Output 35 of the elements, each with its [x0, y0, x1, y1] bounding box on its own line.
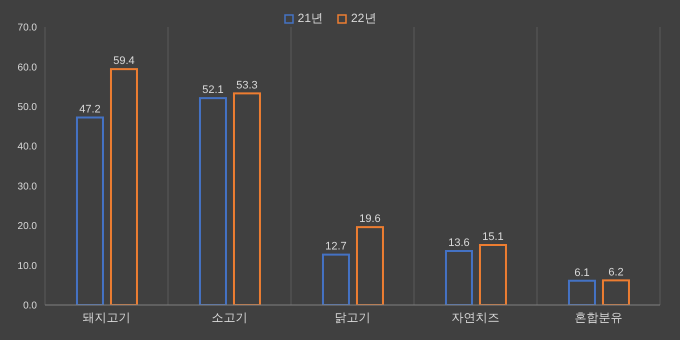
bar: [232, 92, 261, 305]
data-label: 6.1: [574, 266, 590, 279]
bar: [110, 68, 138, 305]
bar: [356, 226, 384, 305]
y-tick-label: 10.0: [18, 260, 38, 272]
bar: [76, 116, 104, 305]
data-label: 12.7: [325, 240, 347, 253]
data-label: 19.6: [359, 213, 381, 226]
data-label: 6.2: [608, 266, 624, 278]
y-tick-label: 0.0: [23, 300, 38, 312]
data-label: 47.2: [79, 104, 101, 116]
x-tick-label: 혼합분유: [574, 310, 622, 325]
bar: [602, 279, 630, 305]
bar: [322, 254, 350, 305]
data-label: 13.6: [448, 236, 470, 249]
bar: [444, 250, 473, 305]
y-tick-label: 40.0: [18, 142, 38, 153]
data-label: 15.1: [482, 231, 504, 244]
y-tick-label: 70.0: [18, 22, 38, 34]
y-tick-label: 50.0: [18, 102, 38, 113]
x-tick-label: 닭고기: [334, 310, 370, 325]
data-label: 59.4: [113, 55, 135, 68]
y-tick-label: 60.0: [18, 62, 38, 74]
x-tick-label: 돼지고기: [82, 310, 130, 325]
data-label: 52.1: [202, 84, 224, 96]
bar: [198, 97, 227, 305]
y-tick-label: 20.0: [18, 221, 38, 232]
x-tick-label: 소고기: [212, 310, 248, 325]
bar: [478, 244, 507, 305]
x-tick-label: 자연치즈: [452, 310, 500, 325]
data-label: 53.3: [236, 79, 258, 92]
y-tick-label: 30.0: [18, 181, 38, 192]
bar: [568, 280, 596, 305]
legend-label: 22년: [351, 10, 376, 27]
legend-label: 21년: [298, 10, 323, 27]
